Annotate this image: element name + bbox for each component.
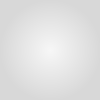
Bar <box>46 68 51 89</box>
Bar <box>51 46 56 89</box>
Bar <box>82 65 86 89</box>
Bar <box>36 55 41 89</box>
Bar <box>66 26 71 89</box>
Bar <box>21 79 26 89</box>
Bar <box>31 71 36 89</box>
Bar <box>77 77 82 89</box>
Bar <box>16 85 21 89</box>
Bar <box>62 59 66 89</box>
Legend: 2023, 2032: 2023, 2032 <box>0 23 100 56</box>
Text: 0.26: 0.26 <box>14 70 58 88</box>
